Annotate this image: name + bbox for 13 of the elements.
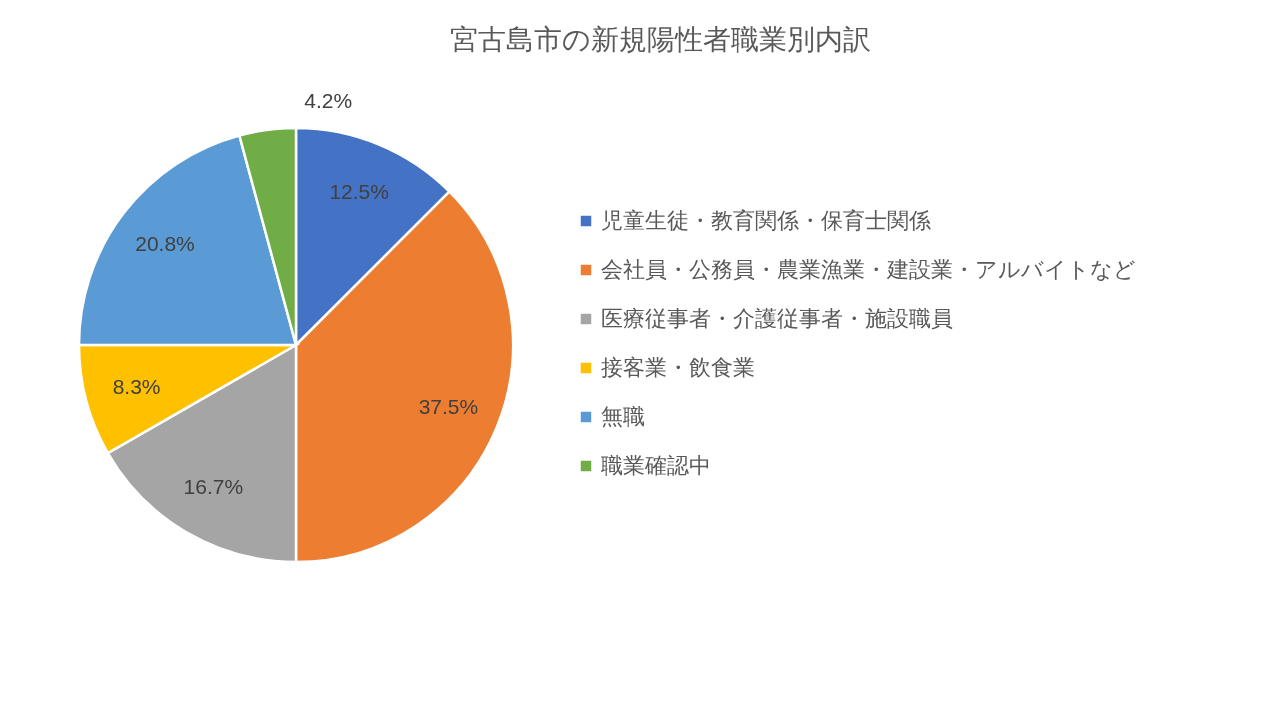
legend-label: 接客業・飲食業: [601, 355, 755, 380]
legend-label: 児童生徒・教育関係・保育士関係: [601, 208, 931, 233]
data-label: 12.5%: [329, 179, 389, 203]
legend-label: 会社員・公務員・農業漁業・建設業・アルバイトなど: [601, 257, 1136, 282]
data-label: 20.8%: [135, 231, 195, 255]
data-label: 16.7%: [183, 474, 244, 498]
data-label: 37.5%: [418, 395, 479, 419]
legend-label: 医療従事者・介護従事者・施設職員: [601, 306, 953, 331]
data-label: 4.2%: [304, 89, 353, 113]
data-label: 8.3%: [112, 374, 161, 398]
chart-title: 宮古島市の新規陽性者職業別内訳: [449, 24, 871, 56]
legend-label: 無職: [601, 404, 645, 429]
legend-label: 職業確認中: [601, 453, 711, 478]
